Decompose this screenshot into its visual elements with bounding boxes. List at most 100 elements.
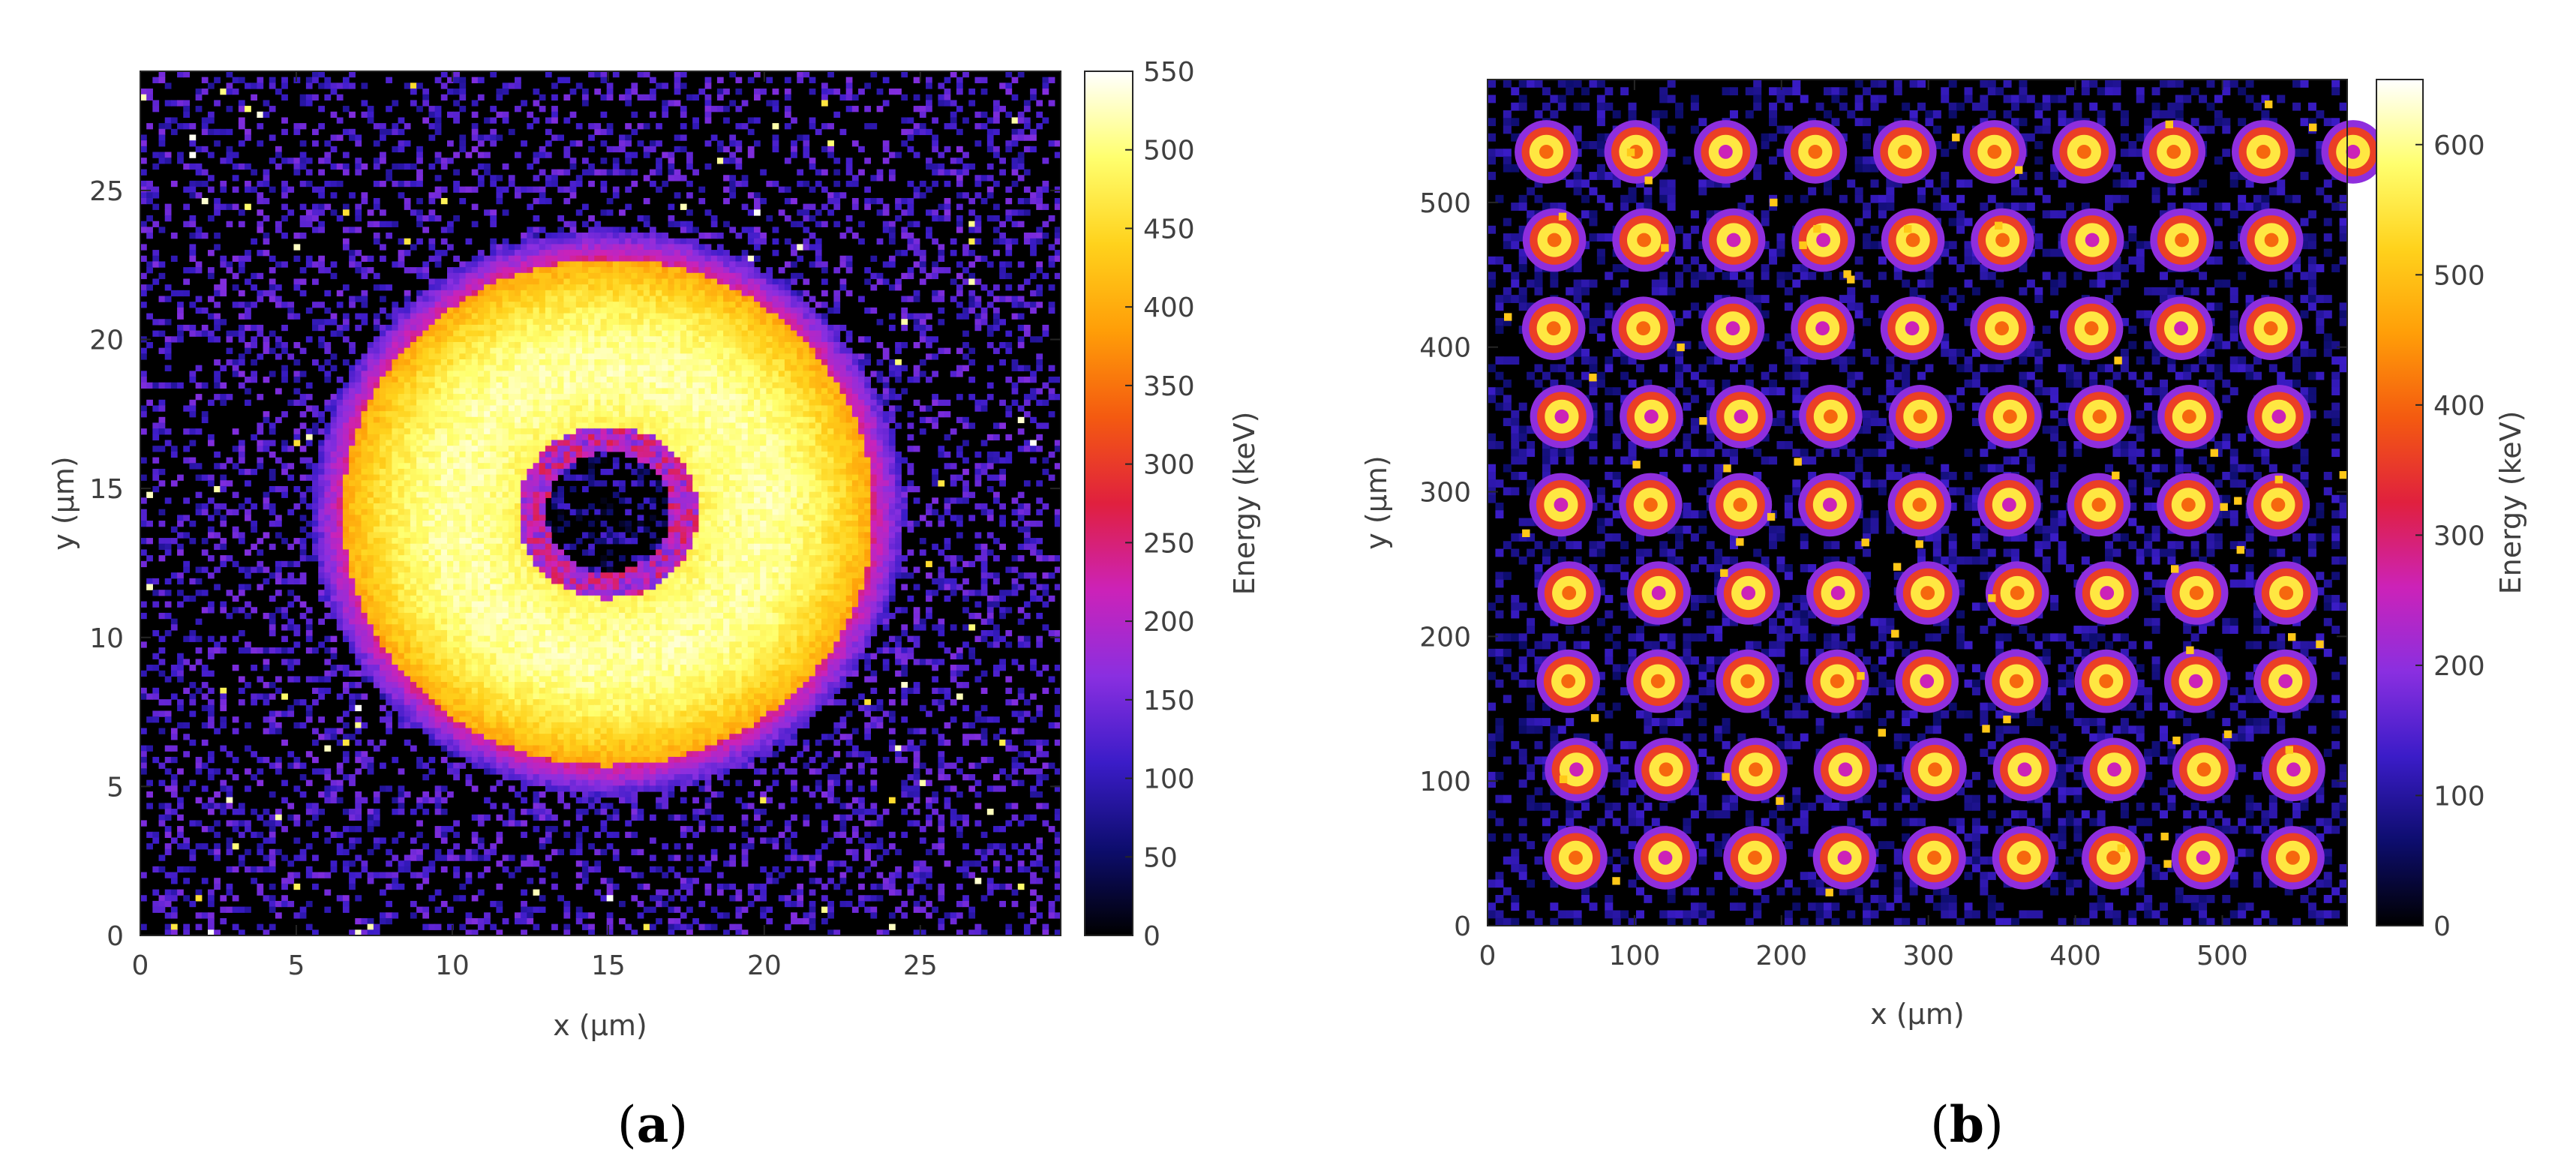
heatmap-cell <box>490 446 497 452</box>
heatmap-cell <box>349 255 356 263</box>
heatmap-cell <box>797 371 804 377</box>
heatmap-cell <box>514 341 521 349</box>
heatmap-cell <box>845 451 853 458</box>
heatmap-cell <box>680 284 687 291</box>
heatmap-cell <box>471 365 479 371</box>
heatmap-cell <box>189 428 197 435</box>
heatmap-cell <box>766 215 773 222</box>
heatmap-cell <box>324 371 332 377</box>
heatmap-cell <box>662 307 669 314</box>
heatmap-cell <box>747 284 755 291</box>
heatmap-cell <box>484 411 491 418</box>
heatmap-cell <box>367 221 374 227</box>
heatmap-cell <box>1017 209 1025 216</box>
heatmap-cell <box>686 422 693 429</box>
heatmap-cell <box>336 330 344 337</box>
heatmap-cell <box>398 250 405 257</box>
heatmap-cell <box>662 313 669 320</box>
heatmap-cell <box>477 278 485 285</box>
heatmap-cell <box>336 388 344 395</box>
heatmap-cell <box>637 255 644 263</box>
heatmap-cell <box>557 330 565 337</box>
heatmap-cell <box>575 319 583 326</box>
heatmap-cell <box>533 89 540 95</box>
heatmap-cell <box>367 111 374 119</box>
heatmap-cell <box>662 353 669 360</box>
heatmap-cell <box>784 238 791 245</box>
heatmap-cell <box>410 457 417 464</box>
heatmap-cell <box>888 394 896 401</box>
heatmap-cell <box>416 152 423 158</box>
heatmap-cell <box>698 233 706 239</box>
heatmap-cell <box>545 238 552 245</box>
heatmap-cell <box>729 428 737 435</box>
heatmap-cell <box>416 106 423 113</box>
heatmap-cell <box>245 313 251 320</box>
heatmap-cell <box>986 330 994 337</box>
heatmap-cell <box>637 302 644 308</box>
heatmap-cell <box>410 336 417 343</box>
heatmap-cell <box>521 319 527 326</box>
heatmap-cell <box>944 169 951 176</box>
heatmap-cell <box>723 416 730 424</box>
heatmap-cell <box>686 324 693 332</box>
heatmap-cell <box>986 341 994 349</box>
heatmap-cell <box>833 422 841 429</box>
heatmap-cell <box>447 365 454 371</box>
heatmap-cell <box>201 117 209 124</box>
heatmap-cell <box>766 77 773 83</box>
heatmap-cell <box>189 140 197 147</box>
heatmap-cell <box>533 434 540 441</box>
heatmap-cell <box>508 313 515 320</box>
heatmap-cell <box>386 336 392 343</box>
heatmap-cell <box>342 244 350 251</box>
heatmap-cell <box>821 261 828 268</box>
heatmap-cell <box>864 267 872 274</box>
heatmap-cell <box>551 347 558 354</box>
heatmap-cell <box>833 341 841 349</box>
heatmap-cell <box>606 371 614 377</box>
heatmap-cell <box>845 158 853 164</box>
heatmap-cell <box>760 451 767 458</box>
heatmap-cell <box>514 411 521 418</box>
heatmap-cell <box>723 371 730 377</box>
heatmap-cell <box>815 324 822 332</box>
heatmap-cell <box>477 267 485 274</box>
heatmap-cell <box>545 152 552 158</box>
heatmap-cell <box>858 394 865 401</box>
heatmap-cell <box>926 341 932 349</box>
heatmap-cell <box>754 140 761 147</box>
heatmap-cell <box>656 123 662 130</box>
heatmap-cell <box>594 227 602 233</box>
heatmap-cell <box>287 463 295 470</box>
heatmap-cell <box>1017 341 1025 349</box>
heatmap-cell <box>477 347 485 354</box>
heatmap-cell <box>257 440 264 446</box>
heatmap-cell <box>367 451 374 458</box>
heatmap-cell <box>643 261 650 268</box>
heatmap-cell <box>858 365 865 371</box>
heatmap-cell <box>392 347 399 354</box>
heatmap-cell <box>631 428 638 435</box>
heatmap-cell <box>392 411 399 418</box>
heatmap-cell <box>864 83 872 89</box>
heatmap-cell <box>312 302 319 308</box>
heatmap-cell <box>656 250 662 257</box>
heatmap-cell <box>539 399 546 407</box>
heatmap-cell <box>416 272 423 280</box>
heatmap-cell <box>336 434 344 441</box>
heatmap-cell <box>839 365 847 371</box>
heatmap-cell <box>453 405 460 412</box>
heatmap-cell <box>993 313 1000 320</box>
heatmap-cell <box>533 428 540 435</box>
heatmap-cell <box>245 399 251 407</box>
heatmap-cell <box>932 267 938 274</box>
heatmap-cell <box>803 203 810 210</box>
heatmap-cell <box>551 457 558 464</box>
heatmap-cell <box>625 446 632 452</box>
heatmap-cell <box>845 371 853 377</box>
heatmap-cell <box>434 186 442 193</box>
heatmap-cell <box>766 405 773 412</box>
heatmap-cell <box>735 359 743 366</box>
heatmap-cell <box>895 377 902 383</box>
